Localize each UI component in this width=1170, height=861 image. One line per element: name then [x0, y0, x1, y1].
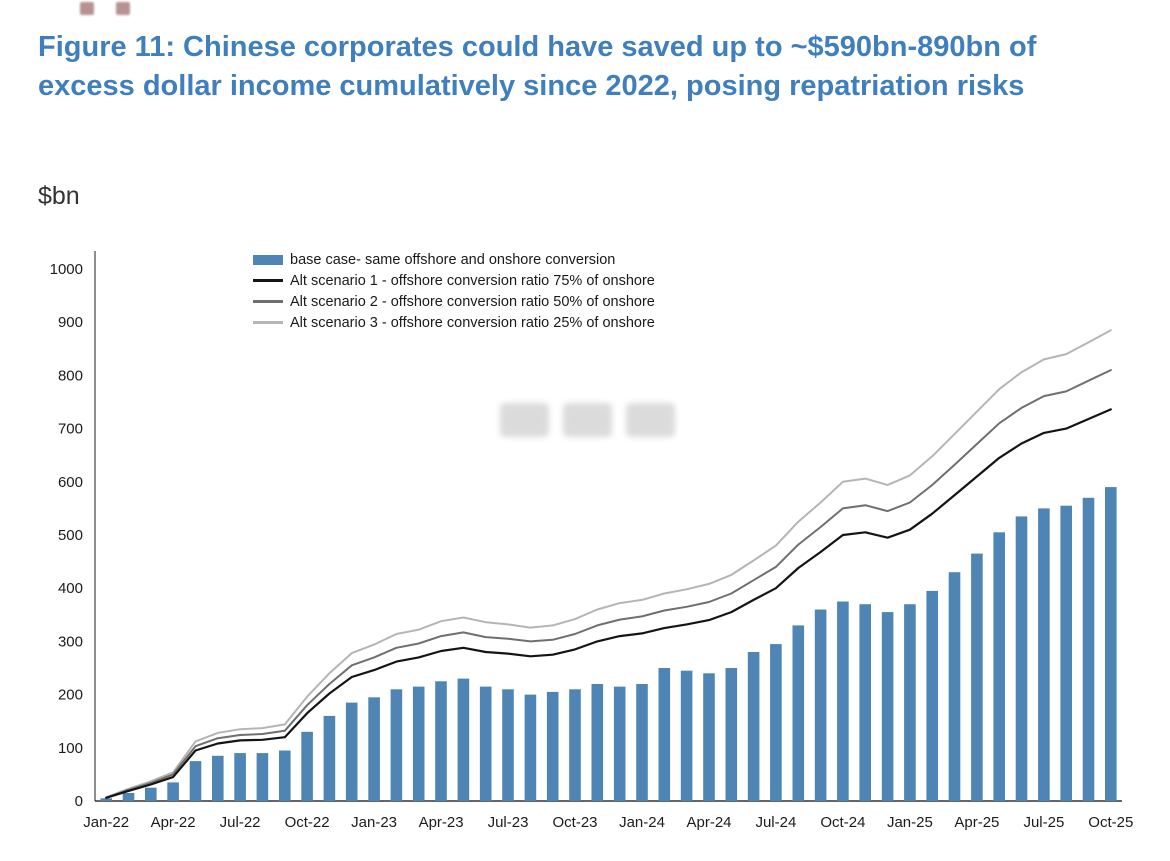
corner-watermark	[80, 2, 130, 18]
chart: 0 100 200 300 400 500 600 700 800 900 1000 Jan-22 Ap…	[0, 235, 1170, 857]
svg-text:0: 0	[75, 793, 83, 810]
legend-item-alt-scenario-1: Alt scenario 1 - offshore conversion rat…	[253, 272, 655, 289]
corner-glyph-icon	[80, 2, 94, 15]
svg-text:Jan-22: Jan-22	[83, 814, 129, 831]
svg-text:1000: 1000	[50, 261, 83, 278]
svg-text:Apr-25: Apr-25	[954, 814, 999, 831]
svg-text:Oct-23: Oct-23	[552, 814, 597, 831]
svg-text:Apr-22: Apr-22	[151, 814, 196, 831]
center-watermark-blur	[500, 403, 675, 437]
legend-label-alt-scenario-1: Alt scenario 1 - offshore conversion rat…	[290, 272, 655, 289]
svg-text:400: 400	[58, 580, 83, 597]
alt-scenario-3-line-swatch-icon	[253, 321, 283, 324]
svg-text:Jul-22: Jul-22	[220, 814, 261, 831]
corner-glyph-icon	[116, 2, 130, 15]
y-axis-unit-label: $bn	[38, 182, 80, 210]
figure-title: Figure 11: Chinese corporates could have…	[38, 31, 1037, 102]
svg-text:Jan-25: Jan-25	[887, 814, 933, 831]
legend-item-alt-scenario-2: Alt scenario 2 - offshore conversion rat…	[253, 293, 655, 310]
svg-text:700: 700	[58, 421, 83, 438]
svg-text:800: 800	[58, 367, 83, 384]
svg-text:Apr-23: Apr-23	[419, 814, 464, 831]
legend-label-alt-scenario-2: Alt scenario 2 - offshore conversion rat…	[290, 293, 655, 310]
legend-item-base-case: base case- same offshore and onshore con…	[253, 251, 655, 268]
svg-text:Jan-24: Jan-24	[619, 814, 665, 831]
alt-scenario-2-line-swatch-icon	[253, 300, 283, 303]
chart-canvas: 0 100 200 300 400 500 600 700 800 900 1000 Jan-22 Ap…	[50, 251, 1133, 831]
svg-text:200: 200	[58, 687, 83, 704]
svg-text:Jul-23: Jul-23	[488, 814, 529, 831]
svg-text:Jan-23: Jan-23	[351, 814, 397, 831]
legend-label-alt-scenario-3: Alt scenario 3 - offshore conversion rat…	[290, 314, 655, 331]
svg-text:600: 600	[58, 474, 83, 491]
base-case-bar-swatch-icon	[253, 254, 283, 265]
svg-text:Apr-24: Apr-24	[686, 814, 731, 831]
alt-scenario-1-line-swatch-icon	[253, 279, 283, 282]
legend-item-alt-scenario-3: Alt scenario 3 - offshore conversion rat…	[253, 314, 655, 331]
legend-label-base-case: base case- same offshore and onshore con…	[290, 251, 616, 268]
svg-text:300: 300	[58, 633, 83, 650]
svg-text:500: 500	[58, 527, 83, 544]
svg-text:900: 900	[58, 314, 83, 331]
svg-text:Jul-24: Jul-24	[755, 814, 796, 831]
svg-text:Jul-25: Jul-25	[1023, 814, 1064, 831]
svg-text:Oct-25: Oct-25	[1088, 814, 1133, 831]
chart-legend: base case- same offshore and onshore con…	[253, 251, 655, 331]
svg-text:Oct-22: Oct-22	[285, 814, 330, 831]
svg-text:100: 100	[58, 740, 83, 757]
svg-text:Oct-24: Oct-24	[820, 814, 865, 831]
